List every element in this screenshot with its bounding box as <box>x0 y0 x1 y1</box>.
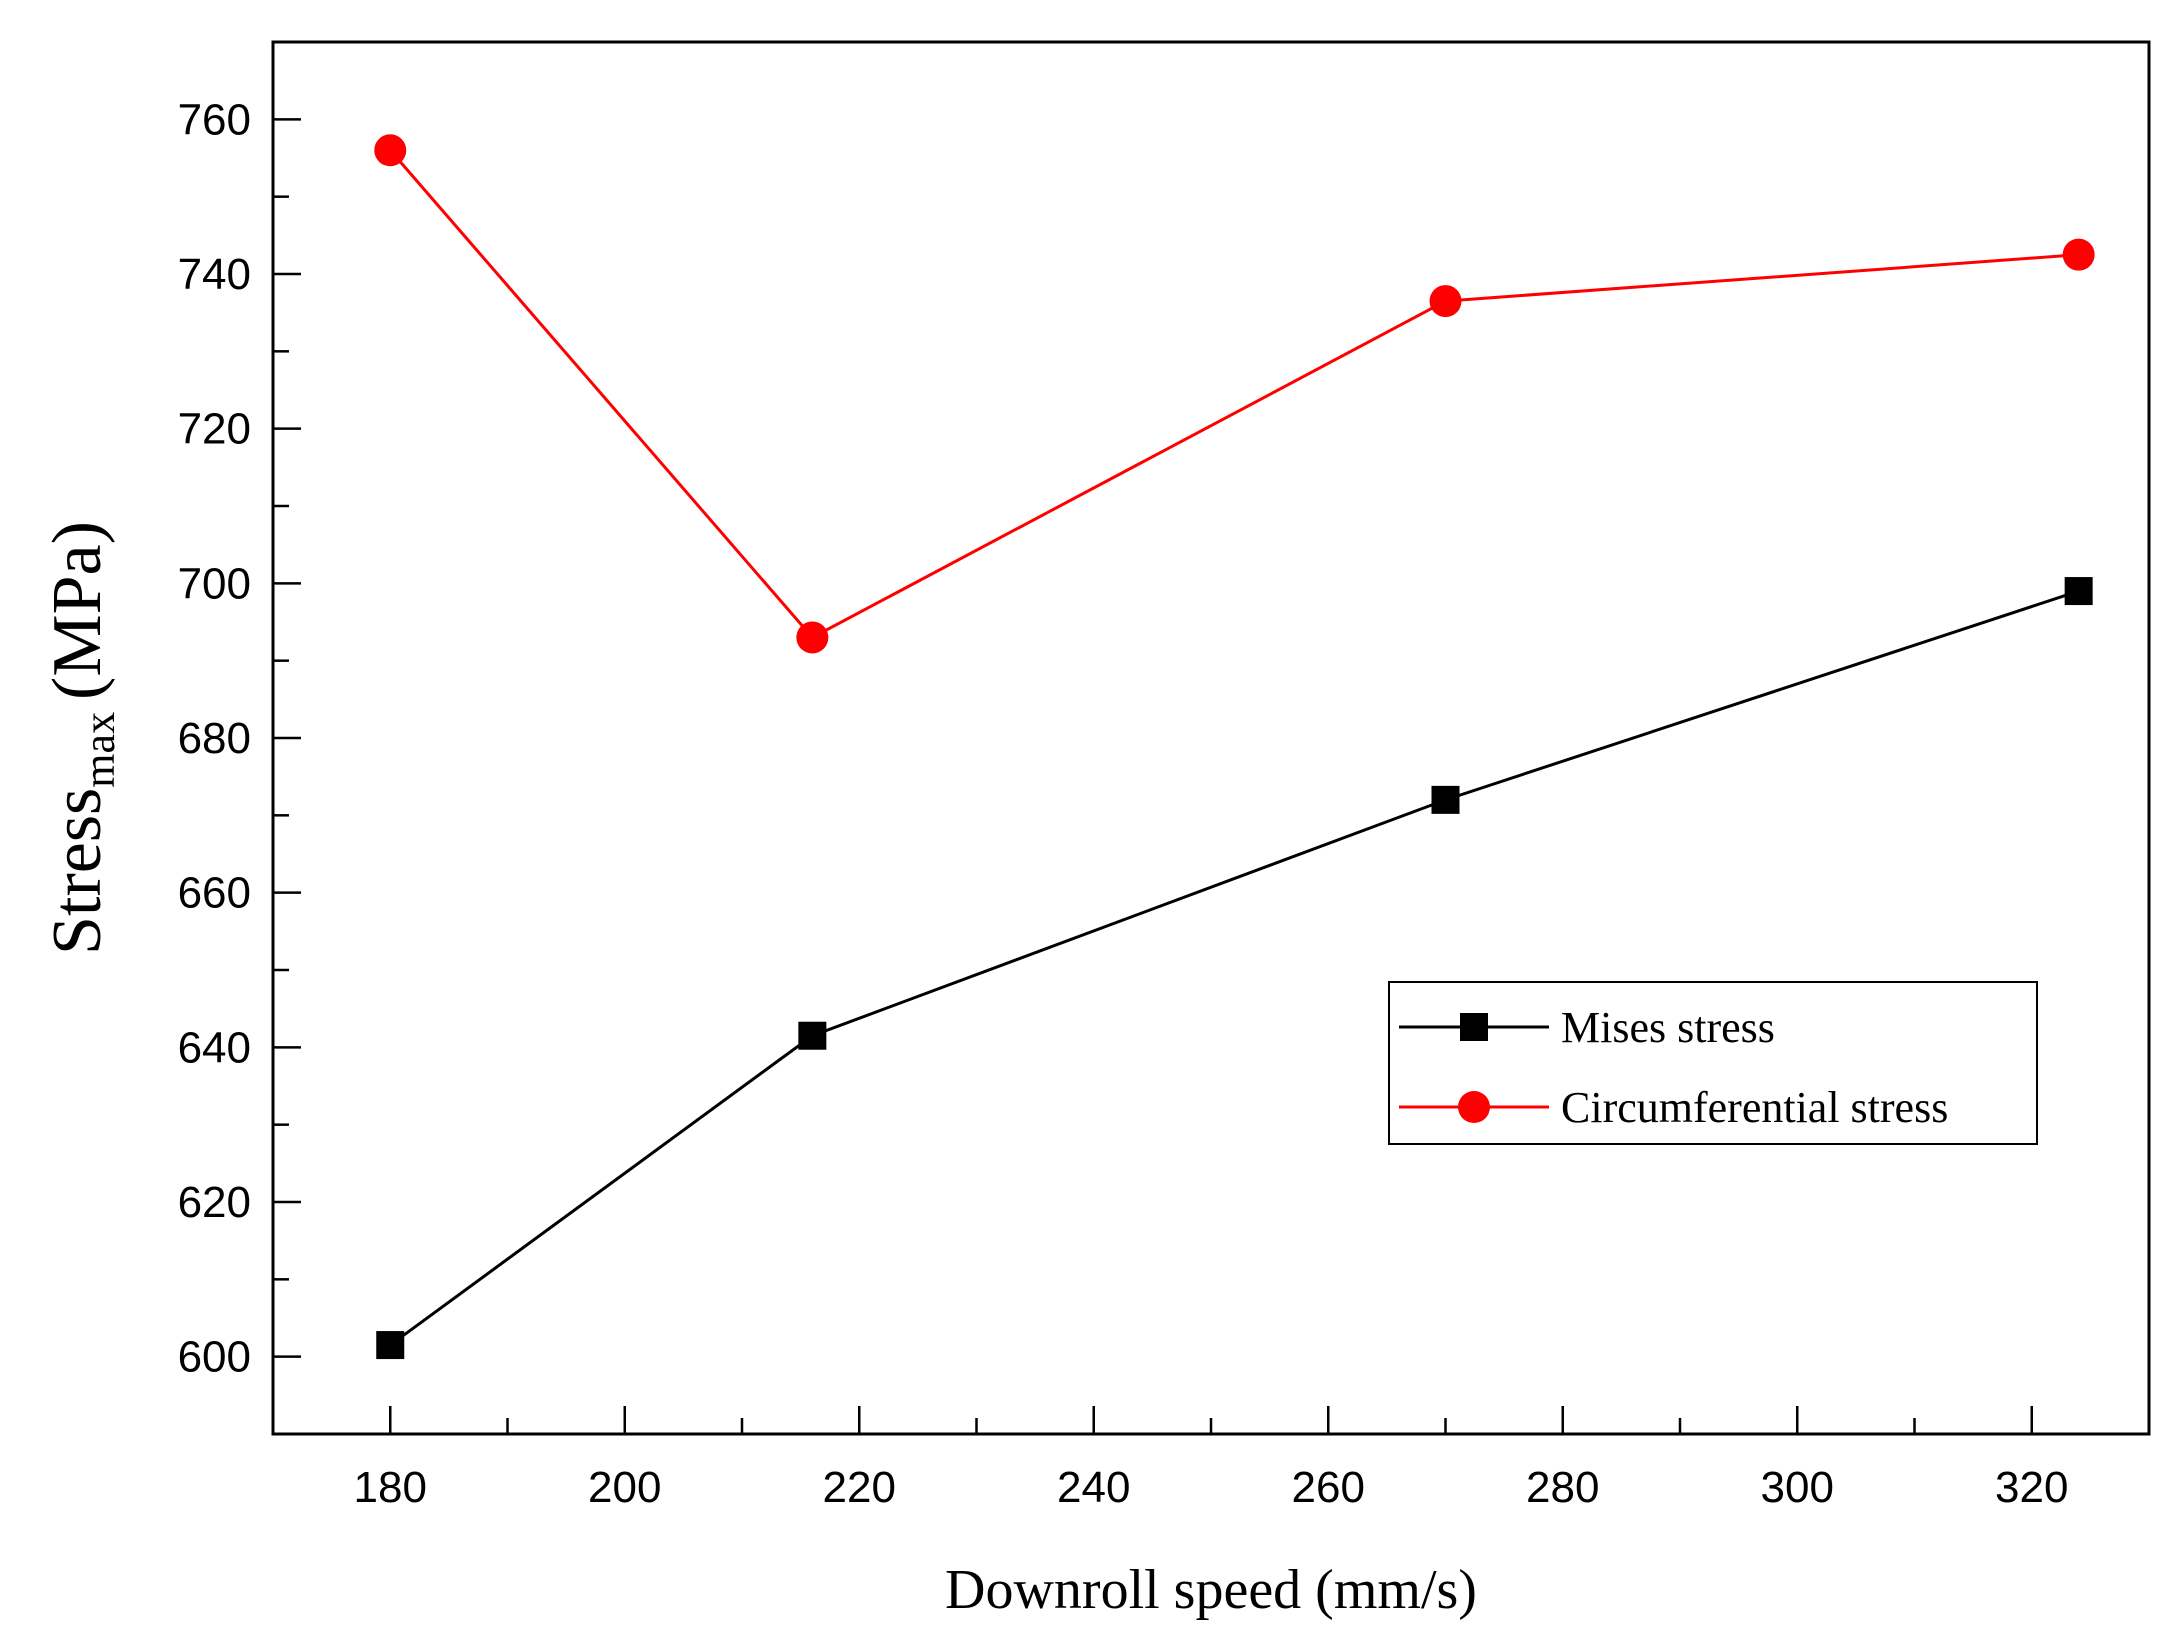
y-tick-label: 620 <box>178 1178 251 1227</box>
y-axis-title: Stressmax (MPa) <box>39 521 124 955</box>
y-tick-label: 640 <box>178 1023 251 1072</box>
y-tick-label: 680 <box>178 714 251 763</box>
legend-marker-circle <box>1458 1091 1490 1123</box>
series-layer <box>374 134 2095 1360</box>
x-tick-label: 300 <box>1761 1463 1834 1512</box>
x-tick-label: 200 <box>588 1463 661 1512</box>
data-point-circumferential-stress <box>2062 238 2095 271</box>
y-tick-label: 660 <box>178 869 251 918</box>
x-tick-label: 320 <box>1995 1463 2068 1512</box>
data-point-circumferential-stress <box>796 621 829 654</box>
data-point-mises-stress <box>1431 785 1460 814</box>
series-line-1 <box>389 589 2080 1347</box>
x-axis-ticks: 180 200 220 240 260 280 300 320 <box>271 1406 2151 1512</box>
x-tick-label: 240 <box>1057 1463 1130 1512</box>
x-tick-label: 180 <box>354 1463 427 1512</box>
x-tick-label: 260 <box>1292 1463 1365 1512</box>
x-axis-title: Downroll speed (mm/s) <box>945 1559 1477 1621</box>
legend-marker-square <box>1460 1013 1488 1041</box>
legend-label: Circumferential stress <box>1561 1083 1948 1132</box>
y-axis-ticks: 600 620 640 660 680 700 720 740 760 <box>178 40 301 1436</box>
y-axis-title-subscript: max <box>75 712 124 788</box>
data-point-circumferential-stress <box>1429 285 1462 318</box>
legend-box <box>1388 981 2038 1145</box>
series-line-2 <box>389 149 2079 640</box>
x-tick-label: 280 <box>1526 1463 1599 1512</box>
y-tick-label: 720 <box>178 405 251 454</box>
y-tick-label: 760 <box>178 95 251 144</box>
plot-area-frame <box>271 40 2151 1436</box>
data-point-mises-stress <box>2064 577 2093 606</box>
y-axis-title-main: Stress <box>39 788 116 955</box>
x-tick-label: 220 <box>823 1463 896 1512</box>
y-axis-title-unit: (MPa) <box>39 521 116 700</box>
legend: Mises stress Circumferential stress <box>1388 981 2038 1145</box>
y-tick-label: 740 <box>178 250 251 299</box>
legend-label: Mises stress <box>1561 1003 1775 1052</box>
y-tick-label: 600 <box>178 1333 251 1382</box>
data-point-mises-stress <box>798 1021 827 1050</box>
data-point-mises-stress <box>376 1331 405 1360</box>
data-point-circumferential-stress <box>374 134 407 167</box>
y-tick-label: 700 <box>178 559 251 608</box>
